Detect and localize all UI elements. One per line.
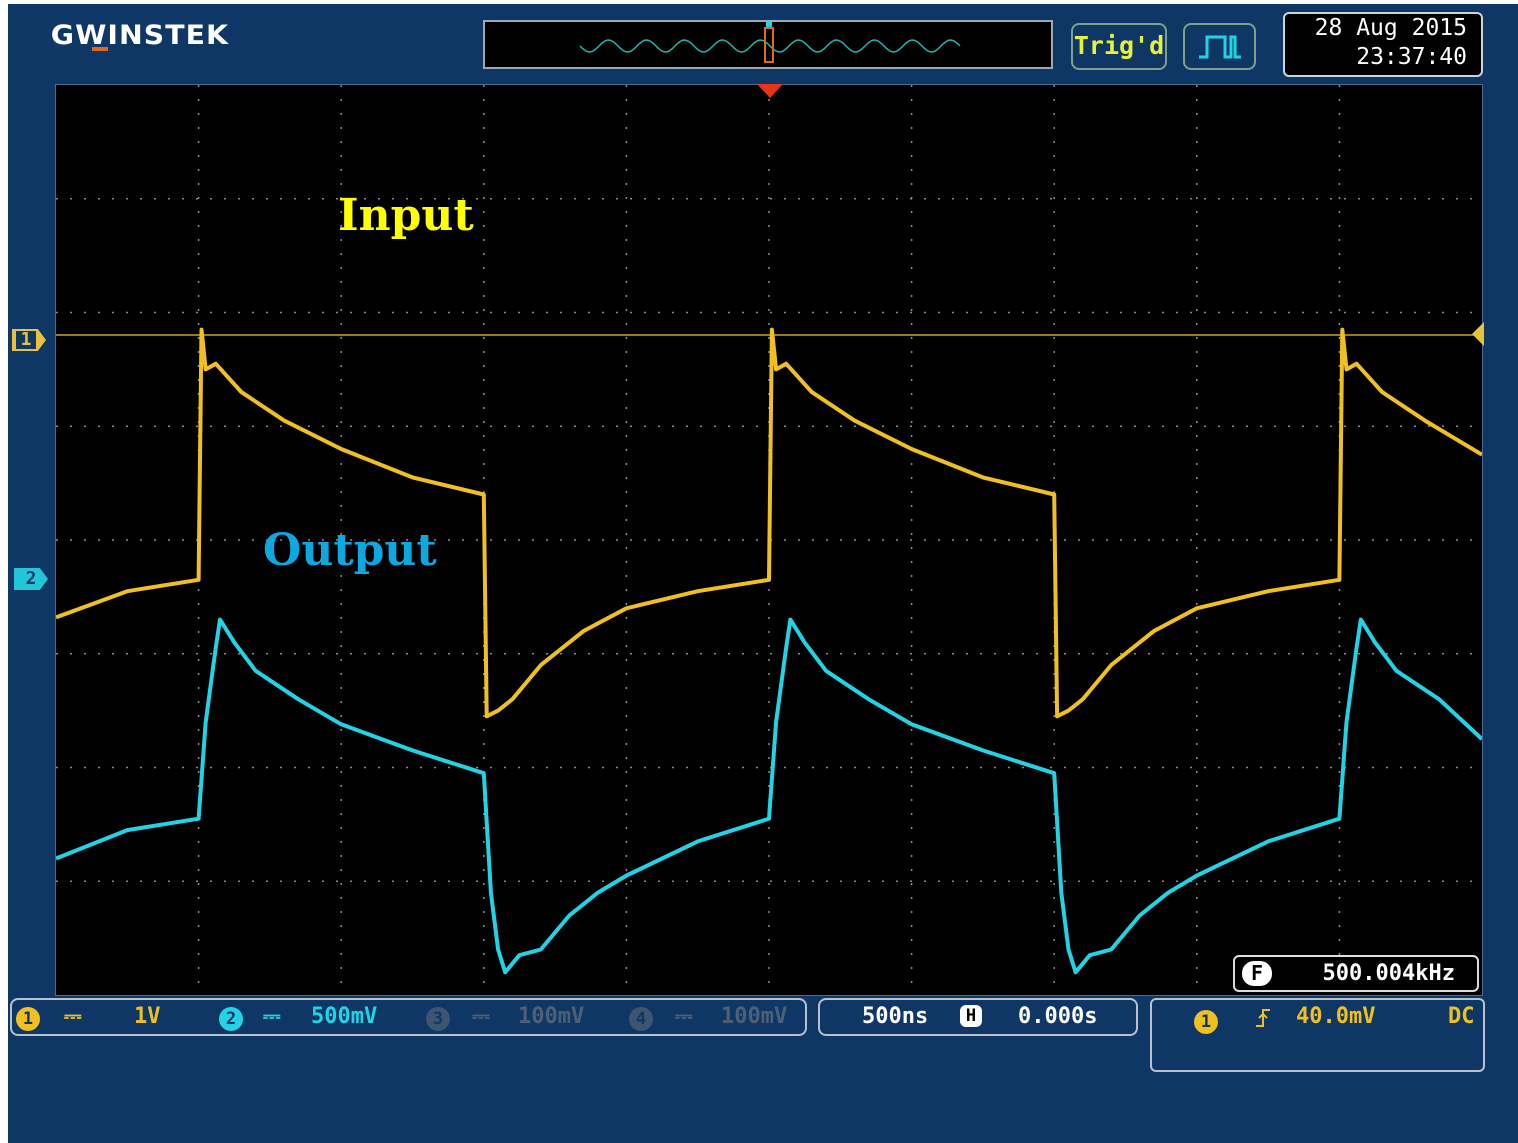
ch1-coupling-icon: ⎓ — [64, 1004, 82, 1029]
ch1-badge: 1 — [16, 1007, 40, 1031]
overview-trigger-mark — [766, 22, 772, 27]
trigger-position-marker[interactable] — [755, 84, 785, 100]
timebase-position: 0.000s — [1018, 1004, 1098, 1029]
timebase-scale: 500ns — [862, 1004, 929, 1029]
trigger-source-badge: 1 — [1194, 1005, 1218, 1039]
overview-svg — [579, 22, 961, 63]
date-text: 28 Aug 2015 — [1314, 15, 1467, 41]
ch1-ground-marker[interactable]: 1 — [12, 329, 46, 351]
ch3-coupling-icon: ⎓ — [472, 1004, 490, 1029]
datetime-display: 28 Aug 2015 23:37:40 — [1283, 12, 1483, 77]
trigger-settings-bar[interactable]: 1 40.0mV DC — [1150, 998, 1485, 1072]
rising-edge-icon — [1256, 1009, 1270, 1027]
ch4-scale: 100mV — [721, 1004, 788, 1029]
run-mode-badge[interactable] — [1183, 23, 1256, 70]
input-label: Input — [338, 190, 474, 241]
ch1-scale: 1V — [134, 1004, 161, 1029]
ch3-scale: 100mV — [518, 1004, 585, 1029]
output-label: Output — [263, 525, 437, 576]
ch4-settings[interactable]: 4 ⎓ 100mV — [629, 1002, 787, 1036]
ch3-settings[interactable]: 3 ⎓ 100mV — [426, 1002, 584, 1036]
overview-window — [764, 27, 774, 63]
overview-sine — [579, 39, 961, 53]
waveform-plot — [55, 85, 1484, 995]
time-text: 23:37:40 — [1356, 44, 1467, 70]
ch2-ground-marker[interactable]: 2 — [14, 568, 48, 590]
ch4-badge: 4 — [629, 1007, 653, 1031]
trigger-level-marker[interactable] — [1470, 322, 1486, 346]
ch2-settings[interactable]: 2 ⎓ 500mV — [219, 1002, 377, 1036]
frequency-value: 500.004kHz — [1322, 961, 1455, 986]
trigger-level: 40.0mV — [1296, 1004, 1376, 1029]
ch4-coupling-icon: ⎓ — [675, 1004, 693, 1029]
ch3-badge: 3 — [426, 1007, 450, 1031]
input-waveform — [55, 327, 1484, 719]
brand-logo: GWINSTEK — [50, 20, 230, 51]
trigger-coupling: DC — [1448, 1004, 1475, 1029]
logo-accent — [92, 47, 108, 51]
pulse-run-icon — [1199, 35, 1241, 59]
waveform-display[interactable] — [55, 84, 1484, 996]
trigger-status-badge: Trig'd — [1071, 23, 1167, 70]
frequency-counter: F 500.004kHz — [1233, 955, 1479, 992]
output-waveform — [55, 617, 1484, 975]
waveform-overview[interactable] — [483, 20, 1053, 69]
timebase-bar[interactable]: 500ns H 0.000s — [818, 998, 1138, 1036]
ch2-badge: 2 — [219, 1007, 243, 1031]
horizontal-position-badge: H — [960, 1005, 982, 1027]
channel-settings-bar[interactable]: 1 ⎓ 1V 2 ⎓ 500mV 3 ⎓ 100mV 4 ⎓ 100mV — [10, 998, 807, 1036]
ch2-scale: 500mV — [311, 1004, 378, 1029]
ch2-coupling-icon: ⎓ — [263, 1004, 281, 1029]
frequency-badge: F — [1242, 961, 1272, 986]
ch1-settings[interactable]: 1 ⎓ 1V — [16, 1002, 161, 1036]
